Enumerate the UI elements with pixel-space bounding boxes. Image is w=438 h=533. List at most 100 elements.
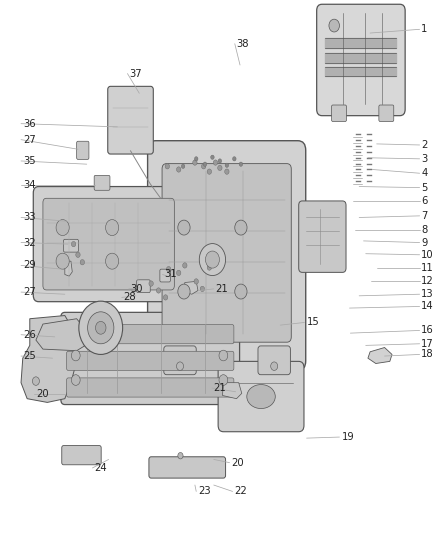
Circle shape bbox=[177, 270, 181, 276]
Circle shape bbox=[71, 375, 80, 385]
Text: 23: 23 bbox=[198, 487, 211, 496]
Text: 13: 13 bbox=[421, 289, 434, 299]
Circle shape bbox=[194, 157, 198, 161]
Circle shape bbox=[79, 301, 123, 354]
Circle shape bbox=[218, 165, 222, 171]
Text: 4: 4 bbox=[421, 168, 427, 178]
FancyBboxPatch shape bbox=[160, 269, 170, 282]
Text: 31: 31 bbox=[164, 270, 177, 279]
Circle shape bbox=[88, 312, 114, 344]
FancyBboxPatch shape bbox=[67, 325, 234, 344]
Text: 27: 27 bbox=[23, 135, 35, 144]
Text: 15: 15 bbox=[307, 318, 319, 327]
Circle shape bbox=[181, 164, 185, 168]
Text: 27: 27 bbox=[23, 287, 35, 297]
Circle shape bbox=[178, 453, 183, 459]
FancyBboxPatch shape bbox=[108, 86, 153, 154]
Circle shape bbox=[178, 284, 190, 299]
Text: 2: 2 bbox=[421, 140, 428, 150]
Circle shape bbox=[194, 279, 198, 284]
Text: 11: 11 bbox=[421, 263, 434, 272]
Circle shape bbox=[271, 362, 278, 370]
Circle shape bbox=[193, 160, 197, 165]
Circle shape bbox=[56, 253, 69, 269]
FancyBboxPatch shape bbox=[332, 105, 346, 122]
Circle shape bbox=[166, 266, 171, 272]
Text: 8: 8 bbox=[421, 225, 427, 235]
Text: 19: 19 bbox=[342, 432, 354, 442]
Text: 20: 20 bbox=[36, 390, 49, 399]
FancyBboxPatch shape bbox=[94, 175, 110, 190]
Circle shape bbox=[163, 295, 168, 300]
Text: 28: 28 bbox=[124, 293, 136, 302]
Circle shape bbox=[32, 377, 39, 385]
FancyBboxPatch shape bbox=[299, 201, 346, 272]
Polygon shape bbox=[21, 316, 78, 402]
Text: 9: 9 bbox=[421, 238, 428, 247]
Text: 6: 6 bbox=[421, 197, 428, 206]
Ellipse shape bbox=[247, 385, 275, 409]
Circle shape bbox=[177, 167, 181, 172]
Circle shape bbox=[218, 159, 222, 163]
Text: 7: 7 bbox=[421, 211, 428, 221]
FancyBboxPatch shape bbox=[379, 105, 394, 122]
Text: 18: 18 bbox=[421, 350, 434, 359]
Text: 25: 25 bbox=[23, 351, 35, 361]
Text: 1: 1 bbox=[421, 25, 428, 34]
Circle shape bbox=[149, 281, 153, 286]
Circle shape bbox=[213, 160, 218, 165]
FancyBboxPatch shape bbox=[137, 280, 150, 293]
FancyBboxPatch shape bbox=[67, 351, 234, 370]
Circle shape bbox=[219, 375, 228, 385]
Circle shape bbox=[106, 253, 119, 269]
Circle shape bbox=[80, 260, 85, 265]
Circle shape bbox=[239, 162, 243, 166]
Text: 5: 5 bbox=[421, 183, 428, 192]
Circle shape bbox=[56, 220, 69, 236]
FancyBboxPatch shape bbox=[148, 141, 306, 370]
Circle shape bbox=[200, 286, 205, 292]
Circle shape bbox=[233, 157, 236, 161]
Text: 3: 3 bbox=[421, 154, 427, 164]
FancyBboxPatch shape bbox=[218, 361, 304, 432]
Circle shape bbox=[165, 164, 170, 169]
Circle shape bbox=[235, 284, 247, 299]
Circle shape bbox=[183, 263, 187, 268]
Circle shape bbox=[225, 163, 229, 167]
Text: 36: 36 bbox=[23, 119, 35, 128]
FancyBboxPatch shape bbox=[62, 446, 101, 465]
Text: 38: 38 bbox=[237, 39, 249, 49]
FancyBboxPatch shape bbox=[43, 198, 174, 290]
Polygon shape bbox=[368, 348, 392, 364]
Circle shape bbox=[71, 350, 80, 361]
Circle shape bbox=[225, 169, 229, 174]
Circle shape bbox=[177, 362, 184, 370]
Text: 14: 14 bbox=[421, 302, 434, 311]
Text: 30: 30 bbox=[131, 284, 143, 294]
Text: 34: 34 bbox=[23, 181, 35, 190]
FancyBboxPatch shape bbox=[162, 164, 291, 342]
Text: 20: 20 bbox=[231, 458, 244, 467]
Circle shape bbox=[211, 155, 214, 159]
FancyBboxPatch shape bbox=[77, 141, 89, 159]
Circle shape bbox=[199, 244, 226, 276]
Circle shape bbox=[201, 164, 206, 169]
FancyBboxPatch shape bbox=[33, 187, 184, 302]
Text: 21: 21 bbox=[214, 383, 226, 393]
Circle shape bbox=[207, 265, 212, 270]
Text: 21: 21 bbox=[215, 284, 228, 294]
Text: 37: 37 bbox=[129, 69, 142, 78]
Circle shape bbox=[156, 288, 161, 293]
Text: 16: 16 bbox=[421, 326, 434, 335]
Text: 33: 33 bbox=[23, 213, 35, 222]
Text: 24: 24 bbox=[94, 463, 107, 473]
Polygon shape bbox=[223, 383, 242, 399]
Circle shape bbox=[95, 321, 106, 334]
Circle shape bbox=[71, 241, 76, 247]
Circle shape bbox=[178, 220, 190, 235]
FancyBboxPatch shape bbox=[258, 346, 290, 375]
Text: 32: 32 bbox=[23, 238, 35, 247]
Polygon shape bbox=[184, 281, 198, 294]
Circle shape bbox=[76, 252, 80, 257]
Text: 10: 10 bbox=[421, 250, 434, 260]
